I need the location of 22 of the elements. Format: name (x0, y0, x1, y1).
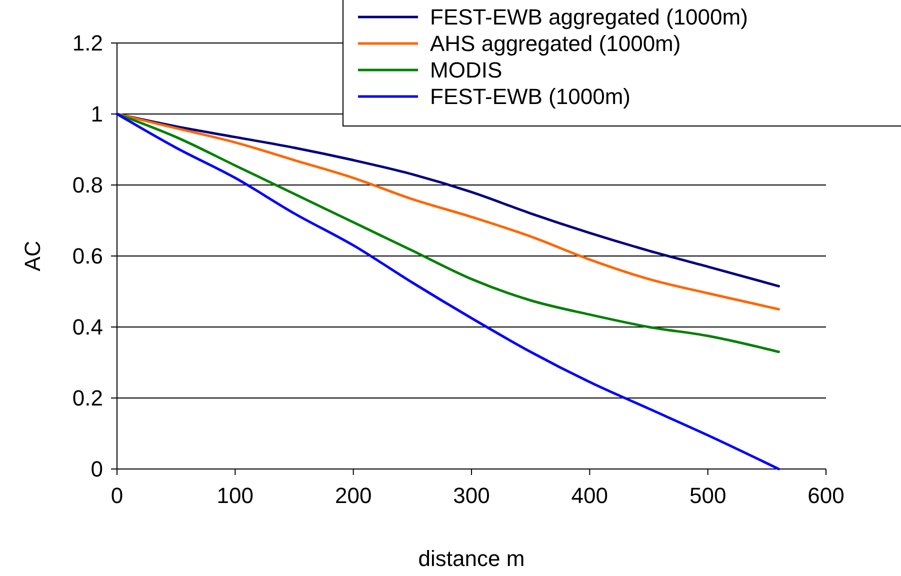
y-tick-label: 0.8 (72, 172, 103, 198)
legend-label: FEST-EWB (1000m) (430, 84, 630, 110)
y-tick-label: 0.6 (72, 244, 103, 269)
x-tick-label: 100 (216, 483, 254, 508)
legend-label: FEST-EWB aggregated (1000m) (430, 4, 748, 30)
y-tick-label: 1 (90, 102, 103, 127)
x-axis-title: distance m (418, 546, 525, 571)
legend-label: MODIS (430, 58, 502, 83)
y-tick-label: 0.4 (72, 314, 103, 340)
x-tick-label: 600 (808, 483, 844, 508)
x-tick-label: 400 (571, 483, 608, 508)
line-series (116, 112, 780, 354)
x-tick-label: 500 (689, 483, 726, 508)
y-tick-label: 1.2 (72, 30, 103, 56)
x-tick-label: 200 (334, 483, 372, 508)
y-tick-label: 0.2 (72, 386, 103, 411)
y-axis-title: AC (20, 240, 45, 272)
line-series (116, 112, 780, 470)
legend-label: AHS aggregated (1000m) (430, 31, 681, 56)
x-tick-label: 0 (110, 483, 124, 508)
y-tick-label: 0 (90, 456, 103, 482)
x-tick-label: 300 (453, 483, 490, 508)
